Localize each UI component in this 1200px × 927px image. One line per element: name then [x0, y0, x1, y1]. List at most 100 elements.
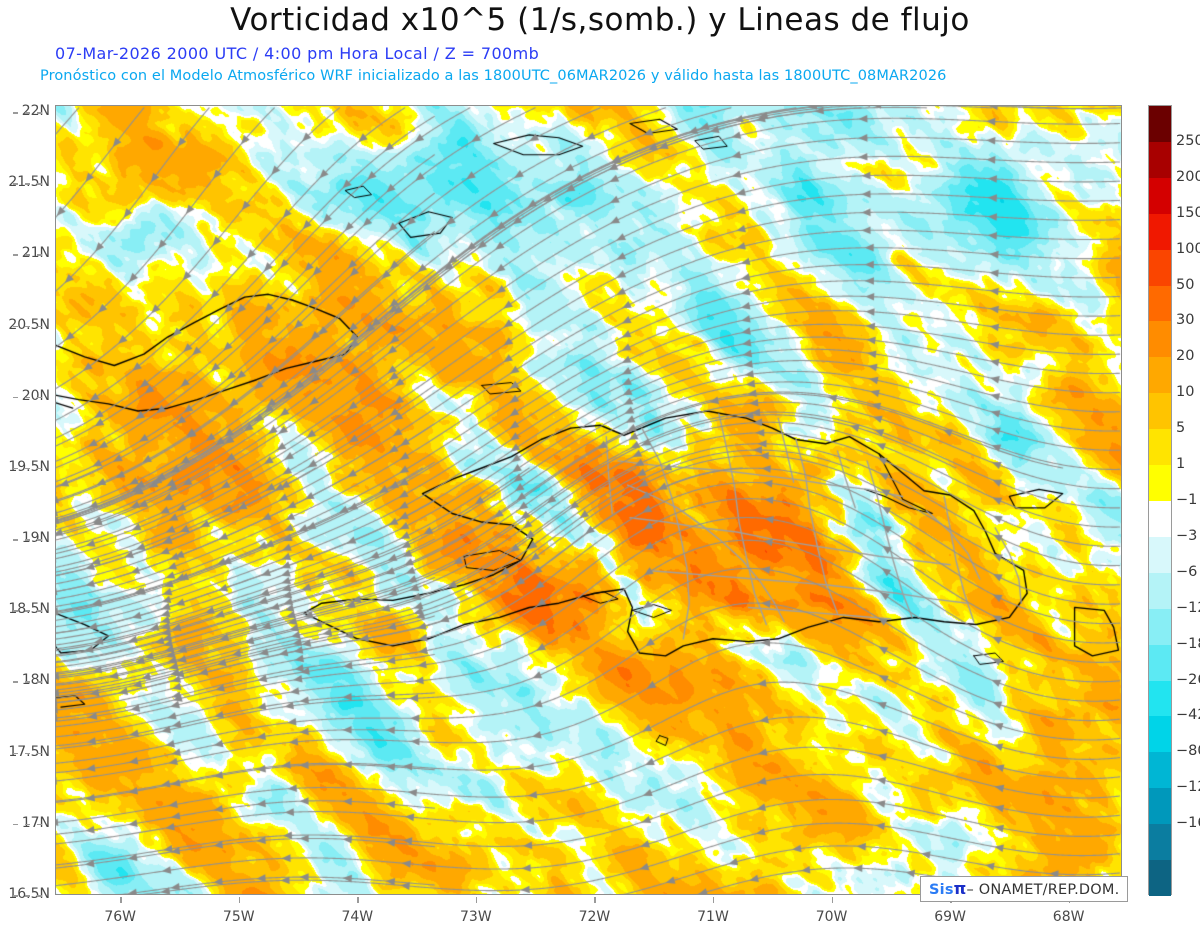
- lat-tick-label: 19N: [21, 530, 50, 547]
- lon-tick-mark: [475, 897, 478, 903]
- colorbar-segment: [1149, 141, 1171, 178]
- lon-tick-label: 69W: [934, 909, 966, 925]
- colorbar-tick: 20: [1176, 348, 1195, 365]
- lat-tick-mark: [13, 467, 18, 470]
- lat-tick-mark: [37, 112, 42, 114]
- colorbar-tick: −6: [1176, 563, 1198, 580]
- colorbar-segment: [1149, 644, 1171, 681]
- lon-tick-mark: [712, 897, 715, 903]
- lat-tick-mark: [37, 823, 42, 826]
- colorbar-tick: 10: [1176, 384, 1195, 401]
- colorbar-segment: [1149, 824, 1171, 861]
- lat-tick-mark: [37, 610, 42, 612]
- lon-tick-label: 76W: [104, 909, 137, 925]
- lat-tick-label: 20N: [21, 387, 50, 404]
- colorbar-segment: [1149, 429, 1171, 466]
- lon-tick-label: 70W: [815, 909, 848, 925]
- lat-tick-mark: [37, 539, 42, 541]
- lat-tick-mark: [13, 681, 18, 683]
- lon-tick-label: 71W: [697, 909, 729, 925]
- lat-tick-label: 19.5N: [8, 458, 50, 475]
- pi-icon: π: [953, 879, 967, 898]
- lon-tick-mark: [594, 897, 596, 903]
- lat-tick-label: 16.5N: [8, 886, 50, 902]
- lat-tick-label: 20.5N: [8, 316, 50, 333]
- colorbar-segment: [1149, 608, 1171, 645]
- colorbar-segment: [1149, 500, 1171, 537]
- lat-tick-mark: [25, 539, 30, 541]
- lat-tick-label: 17N: [21, 814, 50, 831]
- colorbar-tick: 5: [1176, 420, 1186, 437]
- lon-tick-mark: [831, 897, 834, 903]
- forecast-time-subtitle: 07-Mar-2026 2000 UTC / 4:00 pm Hora Loca…: [55, 44, 540, 63]
- lat-tick-mark: [25, 895, 30, 897]
- lat-tick-mark: [13, 183, 18, 185]
- lat-tick-label: 17.5N: [8, 743, 50, 760]
- lon-tick-mark: [238, 897, 241, 903]
- lat-tick-mark: [25, 254, 30, 256]
- colorbar-tick: 50: [1176, 276, 1195, 293]
- colorbar-segment: [1149, 106, 1171, 142]
- lon-tick-label: 75W: [222, 909, 255, 925]
- colorbar-tick: 150: [1176, 204, 1200, 221]
- lat-tick-mark: [13, 752, 18, 755]
- lat-tick-mark: [25, 396, 30, 399]
- colorbar-segment: [1149, 860, 1171, 896]
- colorbar-tick: −120: [1176, 779, 1200, 796]
- lat-tick-mark: [13, 610, 18, 612]
- lat-tick-mark: [13, 539, 18, 541]
- colorbar-segment: [1149, 752, 1171, 789]
- lat-tick-mark: [13, 112, 18, 114]
- attribution-badge: Sisπ– ONAMET/REP.DOM.: [920, 876, 1129, 902]
- lon-tick-mark: [120, 897, 122, 903]
- colorbar-tick: 200: [1176, 168, 1200, 185]
- colorbar-segment: [1149, 357, 1171, 394]
- colorbar-tick: 100: [1176, 240, 1200, 257]
- colorbar-tick: −26: [1176, 671, 1200, 688]
- lat-tick-mark: [25, 610, 30, 612]
- colorbar-segment: [1149, 393, 1171, 430]
- lon-tick-label: 74W: [341, 909, 374, 925]
- colorbar-segment: [1149, 213, 1171, 250]
- colorbar-tick: 1: [1176, 456, 1186, 473]
- lat-tick-mark: [25, 467, 30, 470]
- colorbar-segment: [1149, 572, 1171, 609]
- lat-tick-mark: [37, 752, 42, 755]
- colorbar-segment: [1149, 249, 1171, 286]
- lat-tick-mark: [25, 112, 30, 114]
- colorbar-tick: −80: [1176, 743, 1200, 760]
- lat-tick-mark: [25, 325, 30, 328]
- colorbar-tick: −18: [1176, 635, 1200, 652]
- colorbar-tick-labels: 250 200 150 100 50 30 20 10 5 1 −1 −3 −6 −12 −18 −26 −42…: [1176, 105, 1200, 895]
- map-plot-area[interactable]: [55, 105, 1122, 895]
- lat-tick-mark: [37, 895, 42, 897]
- lat-tick-mark: [25, 752, 30, 755]
- lat-tick-mark: [13, 823, 18, 826]
- colorbar-tick: 30: [1176, 312, 1195, 329]
- model-info-subtitle: Pronóstico con el Modelo Atmosférico WRF…: [40, 68, 947, 84]
- lat-tick-mark: [13, 895, 18, 897]
- lat-tick-mark: [37, 396, 42, 399]
- colorbar-tick: −1: [1176, 492, 1198, 508]
- colorbar-segment: [1149, 680, 1171, 717]
- colorbar-segment: [1149, 716, 1171, 753]
- lon-tick-label: 68W: [1052, 909, 1085, 925]
- page-title: Vorticidad x10^5 (1/s,somb.) y Lineas de…: [230, 2, 970, 38]
- lon-tick-label: 72W: [578, 909, 611, 925]
- lat-tick-mark: [25, 681, 30, 683]
- colorbar-tick: 250: [1176, 132, 1200, 149]
- lat-tick-mark: [13, 254, 18, 256]
- lat-tick-mark: [37, 183, 42, 185]
- colorbar-segment: [1149, 285, 1171, 322]
- lat-tick-label: 21.5N: [8, 174, 50, 191]
- lat-tick-label: 21N: [21, 245, 50, 262]
- lat-tick-mark: [25, 823, 30, 826]
- credit-prefix: Sis: [929, 882, 954, 898]
- lon-tick-label: 73W: [460, 909, 492, 925]
- lat-tick-mark: [37, 681, 42, 683]
- lon-tick-mark: [357, 897, 359, 903]
- lat-tick-mark: [37, 254, 42, 256]
- credit-text: – ONAMET/REP.DOM.: [966, 882, 1120, 898]
- lat-tick-label: 18N: [21, 672, 50, 689]
